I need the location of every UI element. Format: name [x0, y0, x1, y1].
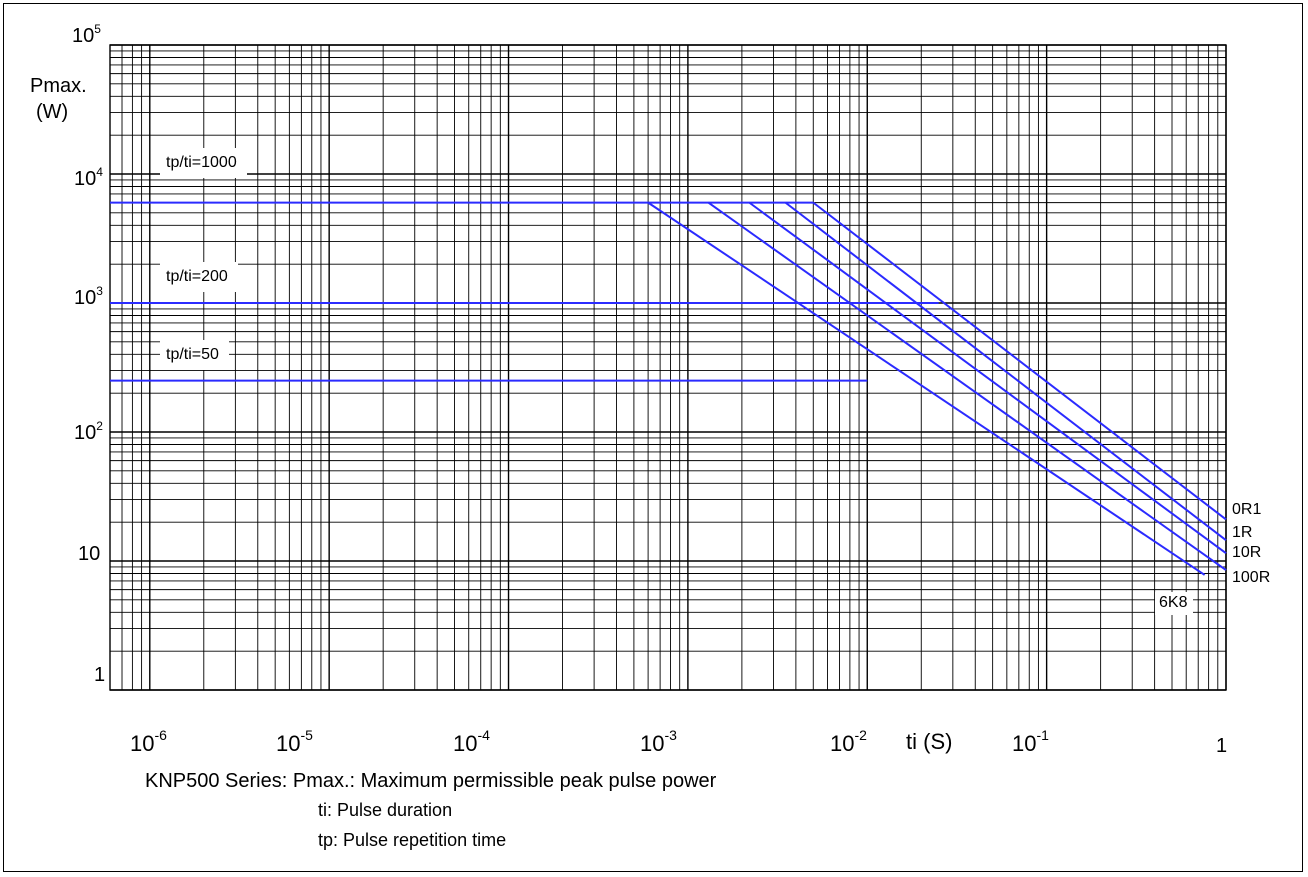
ratio-label-1000: tp/ti=1000	[160, 148, 247, 178]
caption-line-2: ti: Pulse duration	[318, 800, 453, 820]
curve-10R	[748, 201, 1227, 554]
ratio-lines	[110, 201, 939, 382]
curve-label-100R: 100R	[1232, 569, 1271, 586]
x-tick-label: 10-6	[130, 727, 167, 756]
curve-1R	[784, 201, 1227, 541]
x-tick-label: 10-4	[453, 727, 490, 756]
y-tick-label: 1	[94, 664, 106, 686]
curve-label-0R1: 0R1	[1232, 501, 1262, 518]
curve-label-10R: 10R	[1232, 544, 1262, 561]
y-tick-label: 103	[74, 284, 103, 309]
y-tick-label: 10	[78, 543, 101, 565]
x-tick-label: 10-1	[1012, 727, 1049, 756]
curve-6K8	[647, 201, 1206, 576]
caption-line-1: KNP500 Series: Pmax.: Maximum permissibl…	[145, 770, 717, 792]
x-tick-label: 10-3	[640, 727, 677, 756]
x-tick-label: 10-5	[276, 727, 313, 756]
ratio-label-50: tp/ti=50	[160, 340, 229, 370]
grid	[109, 44, 1227, 691]
y-tick-label: 104	[74, 165, 103, 190]
y-tick-label: 105	[72, 22, 101, 47]
x-axis-title: ti (S)	[906, 729, 953, 754]
x-tick-label: 1	[1216, 735, 1228, 757]
curve-label-1R: 1R	[1232, 524, 1253, 541]
y-tick-label: 102	[74, 419, 103, 444]
y-axis-title-line2: (W)	[36, 101, 69, 123]
chart-frame	[3, 3, 1303, 872]
x-tick-label: 10-2	[830, 727, 867, 756]
ratio-label-200: tp/ti=200	[160, 262, 238, 292]
curve-0R1	[812, 201, 1227, 521]
curves	[647, 201, 1227, 576]
y-axis-title-line1: Pmax.	[30, 75, 87, 97]
curve-100R	[707, 201, 1227, 571]
plot-border	[109, 44, 1227, 691]
curve-label-6K8: 6K8	[1155, 592, 1194, 615]
caption-line-3: tp: Pulse repetition time	[318, 830, 507, 850]
